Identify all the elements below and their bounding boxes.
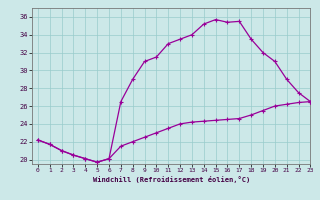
X-axis label: Windchill (Refroidissement éolien,°C): Windchill (Refroidissement éolien,°C) bbox=[92, 176, 250, 183]
